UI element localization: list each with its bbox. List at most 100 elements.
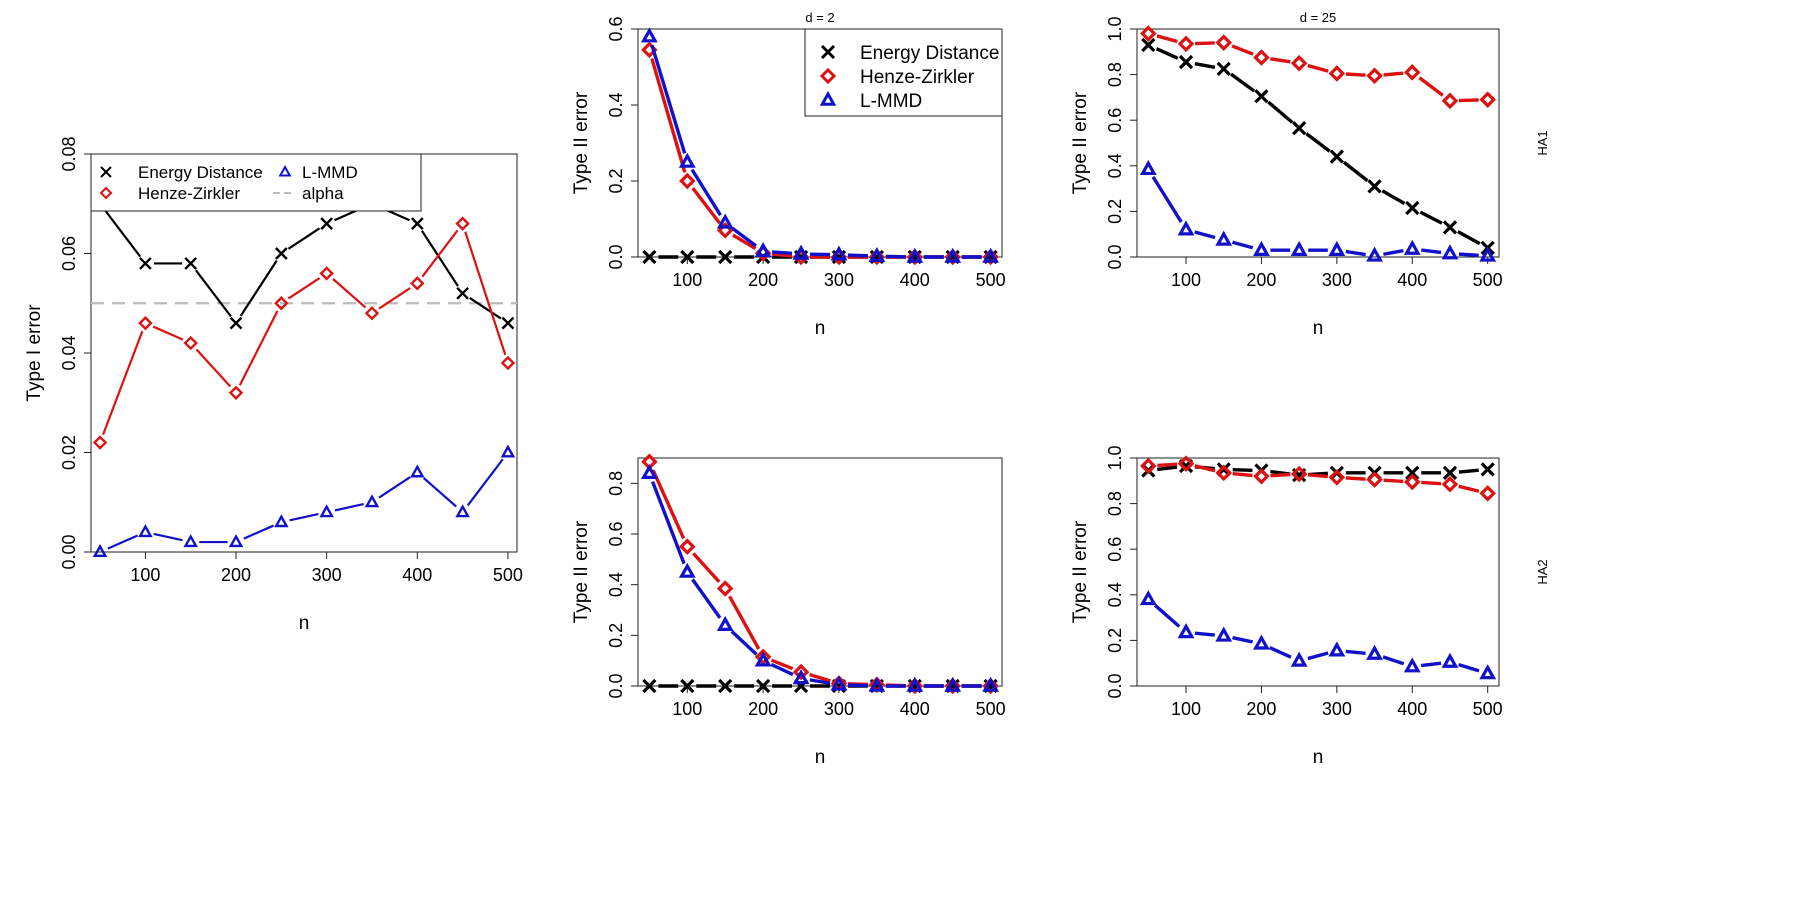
data-point [982, 676, 1000, 692]
series-segment [1419, 210, 1443, 225]
chart-panel-p1: 100 200 300 400 500 0.0 0.2 0.4 0.6 n Type II erro… [571, 10, 1006, 339]
x-tick-label: 300 [824, 270, 854, 290]
data-point [1366, 644, 1383, 660]
series-segment [1232, 471, 1253, 478]
series-segment [378, 287, 411, 310]
data-point [1177, 35, 1195, 53]
series-segment [1342, 160, 1369, 183]
y-tick-label: 0.8 [606, 471, 626, 496]
series-segment [1383, 478, 1404, 484]
data-point [1366, 246, 1383, 262]
x-tick-label: 300 [824, 699, 854, 719]
data-point [1253, 467, 1270, 485]
series-segment [1305, 132, 1331, 153]
series-segment [1268, 645, 1292, 659]
data-point [792, 663, 810, 681]
data-point [716, 213, 734, 229]
data-point [792, 244, 810, 260]
series-segment [378, 476, 411, 499]
series-segment [847, 253, 868, 258]
y-axis-label: Type I error [24, 304, 45, 402]
legend-label: Energy Distance [860, 43, 999, 64]
series-segment [1457, 230, 1481, 246]
series-segment [1270, 472, 1291, 478]
series-segment [1458, 98, 1479, 103]
data-point [1328, 641, 1346, 657]
series-segment [1307, 473, 1329, 479]
x-tick-label: 100 [130, 565, 160, 585]
data-point [410, 276, 425, 291]
series-segment [691, 578, 722, 619]
data-point [1442, 465, 1458, 480]
x-tick-label: 100 [1171, 699, 1201, 719]
series-segment [238, 310, 279, 386]
data-point [1215, 626, 1233, 642]
data-point [1328, 469, 1346, 486]
series-henze-zirkler [1140, 25, 1496, 110]
series-segment [153, 532, 183, 542]
data-point [1328, 65, 1346, 82]
y-axis-label: Type II error [571, 91, 592, 194]
y-tick-label: 0.4 [606, 572, 626, 597]
series-segment [1157, 462, 1178, 468]
data-point [678, 562, 696, 578]
data-point [1290, 54, 1308, 72]
series-segment [1232, 636, 1253, 644]
series-segment [691, 187, 722, 225]
series-segment [809, 673, 831, 683]
data-point [1290, 240, 1308, 256]
series-segment [1421, 248, 1442, 255]
data-point [754, 651, 772, 667]
data-point [410, 217, 424, 230]
data-point [1328, 240, 1346, 256]
y-tick-label: 0.8 [1105, 62, 1125, 87]
series-segment [289, 512, 319, 522]
chart-title: d = 25 [1300, 10, 1337, 25]
series-segment [1151, 175, 1183, 223]
x-tick-label: 300 [1322, 699, 1352, 719]
y-tick-label: 0.00 [59, 534, 79, 569]
series-segment [104, 209, 142, 258]
y-tick-label: 0.8 [1105, 491, 1125, 516]
data-point [1140, 25, 1157, 42]
x-tick-label: 400 [402, 565, 432, 585]
data-point [679, 538, 696, 555]
series-segment [1194, 230, 1216, 240]
series-l-mmd [92, 444, 516, 558]
series-segment [1153, 604, 1181, 628]
series-l-mmd [640, 463, 1000, 692]
y-tick-label: 0.2 [606, 623, 626, 648]
data-point [1253, 240, 1270, 256]
series-segment [770, 662, 794, 677]
data-point [1254, 89, 1269, 104]
data-point [1405, 200, 1420, 216]
data-point [364, 306, 380, 321]
data-point [456, 286, 469, 300]
plot-frame [637, 457, 1003, 687]
data-point [1139, 159, 1157, 176]
y-tick-label: 0.0 [606, 673, 626, 698]
row-label: HA2 [1535, 559, 1550, 584]
x-tick-label: 400 [900, 270, 930, 290]
data-point [1140, 457, 1157, 475]
data-point [1139, 590, 1157, 606]
y-tick-label: 0.4 [606, 92, 626, 117]
series-segment [770, 658, 794, 671]
chart-panel-p3: 100 200 300 400 500 0.0 0.2 0.4 0.6 0.8 n Type II e… [571, 453, 1006, 768]
legend-swatch [99, 186, 113, 200]
series-segment [1270, 57, 1291, 64]
data-point [1177, 623, 1195, 639]
series-henze-zirkler [92, 216, 516, 450]
series-segment [730, 630, 758, 656]
data-point [1404, 64, 1421, 81]
x-axis-label: n [1313, 747, 1324, 768]
data-point [319, 266, 334, 281]
data-point [792, 669, 810, 685]
y-axis-label: Type II error [1070, 91, 1091, 194]
series-segment [466, 458, 504, 507]
data-point [678, 152, 696, 168]
series-energy-distance [93, 197, 515, 330]
data-point [319, 504, 334, 518]
data-point [1177, 455, 1195, 472]
series-segment [771, 252, 793, 258]
